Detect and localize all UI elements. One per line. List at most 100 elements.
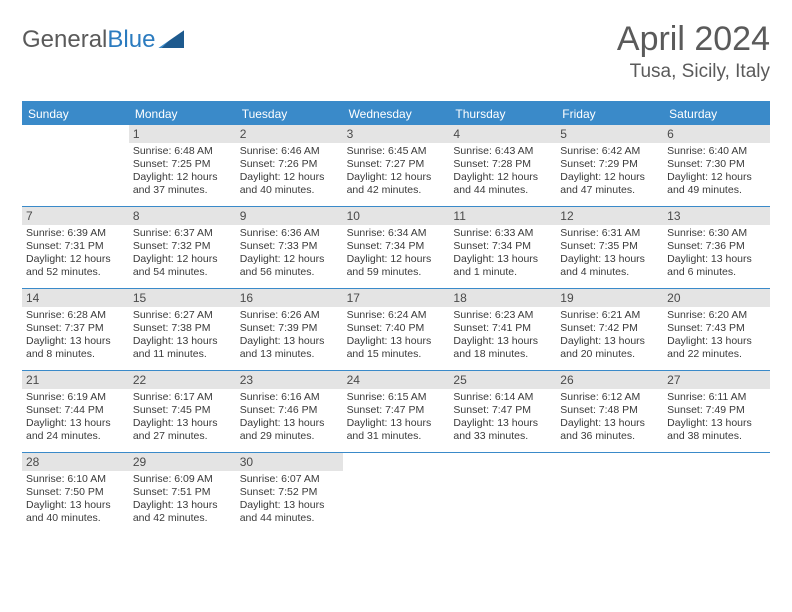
daylight-1: Daylight: 12 hours	[453, 171, 552, 184]
day-cell: 11Sunrise: 6:33 AMSunset: 7:34 PMDayligh…	[449, 207, 556, 289]
day-cell: 30Sunrise: 6:07 AMSunset: 7:52 PMDayligh…	[236, 453, 343, 535]
day-number: 4	[449, 125, 556, 143]
day-cell: 28 Sunrise: 6:10 AMSunset: 7:50 PMDayligh…	[22, 453, 129, 535]
sunset: Sunset: 7:37 PM	[26, 322, 125, 335]
sunrise: Sunrise: 6:33 AM	[453, 227, 552, 240]
daylight-1: Daylight: 13 hours	[560, 253, 659, 266]
location: Tusa, Sicily, Italy	[617, 61, 770, 83]
day-number: 1	[129, 125, 236, 143]
daylight-1: Daylight: 12 hours	[347, 253, 446, 266]
day-cell: 1Sunrise: 6:48 AMSunset: 7:25 PMDaylight…	[129, 125, 236, 207]
day-cell: 8 Sunrise: 6:37 AMSunset: 7:32 PMDaylight…	[129, 207, 236, 289]
daylight-2: and 44 minutes.	[453, 184, 552, 197]
sunset: Sunset: 7:36 PM	[667, 240, 766, 253]
sunrise: Sunrise: 6:48 AM	[133, 145, 232, 158]
day-number: 17	[343, 289, 450, 307]
weekday-header: Wednesday	[343, 103, 450, 125]
day-number: 9	[236, 207, 343, 225]
sunset: Sunset: 7:39 PM	[240, 322, 339, 335]
daylight-2: and 42 minutes.	[133, 512, 232, 525]
sunrise: Sunrise: 6:46 AM	[240, 145, 339, 158]
day-number: 27	[663, 371, 770, 389]
day-number: 21	[22, 371, 129, 389]
sunset: Sunset: 7:31 PM	[26, 240, 125, 253]
day-number: 26	[556, 371, 663, 389]
day-info: Sunrise: 6:19 AMSunset: 7:44 PMDaylight:…	[26, 391, 125, 444]
day-cell: 22Sunrise: 6:17 AMSunset: 7:45 PMDayligh…	[129, 371, 236, 453]
sunrise: Sunrise: 6:07 AM	[240, 473, 339, 486]
day-info: Sunrise: 6:26 AMSunset: 7:39 PMDaylight:…	[240, 309, 339, 362]
daylight-2: and 37 minutes.	[133, 184, 232, 197]
sunset: Sunset: 7:33 PM	[240, 240, 339, 253]
sunset: Sunset: 7:44 PM	[26, 404, 125, 417]
day-number: 18	[449, 289, 556, 307]
day-cell: 15Sunrise: 6:27 AMSunset: 7:38 PMDayligh…	[129, 289, 236, 371]
daylight-2: and 13 minutes.	[240, 348, 339, 361]
day-cell: 19Sunrise: 6:21 AMSunset: 7:42 PMDayligh…	[556, 289, 663, 371]
sunset: Sunset: 7:40 PM	[347, 322, 446, 335]
daylight-1: Daylight: 13 hours	[347, 335, 446, 348]
sunrise: Sunrise: 6:17 AM	[133, 391, 232, 404]
day-info: Sunrise: 6:37 AMSunset: 7:32 PMDaylight:…	[133, 227, 232, 280]
daylight-1: Daylight: 13 hours	[26, 335, 125, 348]
day-cell: 23Sunrise: 6:16 AMSunset: 7:46 PMDayligh…	[236, 371, 343, 453]
sunrise: Sunrise: 6:11 AM	[667, 391, 766, 404]
day-info: Sunrise: 6:15 AMSunset: 7:47 PMDaylight:…	[347, 391, 446, 444]
day-info: Sunrise: 6:34 AMSunset: 7:34 PMDaylight:…	[347, 227, 446, 280]
sunset: Sunset: 7:34 PM	[453, 240, 552, 253]
logo-text-2: Blue	[107, 26, 155, 54]
sunrise: Sunrise: 6:36 AM	[240, 227, 339, 240]
day-cell: 24Sunrise: 6:15 AMSunset: 7:47 PMDayligh…	[343, 371, 450, 453]
daylight-2: and 40 minutes.	[240, 184, 339, 197]
day-cell: 7Sunrise: 6:39 AMSunset: 7:31 PMDaylight…	[22, 207, 129, 289]
day-number: 8	[129, 207, 236, 225]
daylight-2: and 6 minutes.	[667, 266, 766, 279]
sunset: Sunset: 7:45 PM	[133, 404, 232, 417]
day-cell: 6Sunrise: 6:40 AMSunset: 7:30 PMDaylight…	[663, 125, 770, 207]
day-cell: .	[556, 453, 663, 535]
sunset: Sunset: 7:50 PM	[26, 486, 125, 499]
day-number: 5	[556, 125, 663, 143]
day-info: Sunrise: 6:28 AMSunset: 7:37 PMDaylight:…	[26, 309, 125, 362]
day-cell: 26Sunrise: 6:12 AMSunset: 7:48 PMDayligh…	[556, 371, 663, 453]
weekday-header: Monday	[129, 103, 236, 125]
day-cell: 2Sunrise: 6:46 AMSunset: 7:26 PMDaylight…	[236, 125, 343, 207]
sunset: Sunset: 7:52 PM	[240, 486, 339, 499]
day-info: Sunrise: 6:31 AMSunset: 7:35 PMDaylight:…	[560, 227, 659, 280]
sunrise: Sunrise: 6:39 AM	[26, 227, 125, 240]
day-number: 28	[22, 453, 129, 471]
day-number: 12	[556, 207, 663, 225]
daylight-1: Daylight: 13 hours	[560, 417, 659, 430]
day-info: Sunrise: 6:27 AMSunset: 7:38 PMDaylight:…	[133, 309, 232, 362]
sunset: Sunset: 7:49 PM	[667, 404, 766, 417]
day-info: Sunrise: 6:21 AMSunset: 7:42 PMDaylight:…	[560, 309, 659, 362]
day-cell: 18Sunrise: 6:23 AMSunset: 7:41 PMDayligh…	[449, 289, 556, 371]
weekday-header: Tuesday	[236, 103, 343, 125]
sunset: Sunset: 7:42 PM	[560, 322, 659, 335]
weekday-header: Sunday	[22, 103, 129, 125]
day-number: 10	[343, 207, 450, 225]
day-info: Sunrise: 6:43 AMSunset: 7:28 PMDaylight:…	[453, 145, 552, 198]
sunrise: Sunrise: 6:34 AM	[347, 227, 446, 240]
day-info: Sunrise: 6:30 AMSunset: 7:36 PMDaylight:…	[667, 227, 766, 280]
daylight-1: Daylight: 12 hours	[240, 253, 339, 266]
sunrise: Sunrise: 6:24 AM	[347, 309, 446, 322]
day-number: 29	[129, 453, 236, 471]
sunrise: Sunrise: 6:10 AM	[26, 473, 125, 486]
sunset: Sunset: 7:51 PM	[133, 486, 232, 499]
day-info: Sunrise: 6:16 AMSunset: 7:46 PMDaylight:…	[240, 391, 339, 444]
daylight-1: Daylight: 13 hours	[26, 499, 125, 512]
sunrise: Sunrise: 6:28 AM	[26, 309, 125, 322]
daylight-2: and 18 minutes.	[453, 348, 552, 361]
day-cell: 5Sunrise: 6:42 AMSunset: 7:29 PMDaylight…	[556, 125, 663, 207]
sunrise: Sunrise: 6:30 AM	[667, 227, 766, 240]
day-cell: .	[449, 453, 556, 535]
day-cell: 13Sunrise: 6:30 AMSunset: 7:36 PMDayligh…	[663, 207, 770, 289]
daylight-2: and 59 minutes.	[347, 266, 446, 279]
daylight-2: and 11 minutes.	[133, 348, 232, 361]
daylight-2: and 20 minutes.	[560, 348, 659, 361]
daylight-2: and 4 minutes.	[560, 266, 659, 279]
daylight-1: Daylight: 12 hours	[560, 171, 659, 184]
daylight-1: Daylight: 12 hours	[667, 171, 766, 184]
daylight-2: and 33 minutes.	[453, 430, 552, 443]
